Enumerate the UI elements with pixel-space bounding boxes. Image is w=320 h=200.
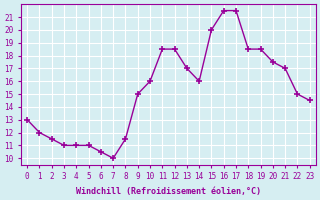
- X-axis label: Windchill (Refroidissement éolien,°C): Windchill (Refroidissement éolien,°C): [76, 187, 261, 196]
